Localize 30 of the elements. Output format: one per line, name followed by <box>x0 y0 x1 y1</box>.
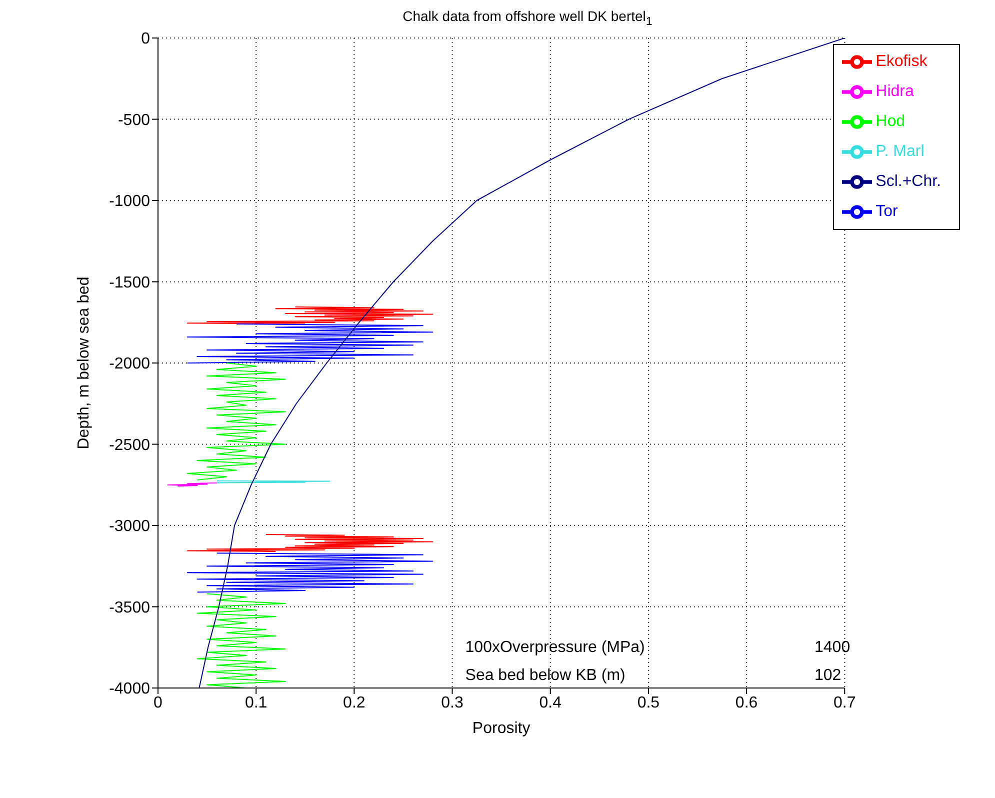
x-tick-label: 0.7 <box>834 694 856 712</box>
x-tick-label: 0.1 <box>244 694 268 712</box>
y-tick-label: -2500 <box>109 436 150 454</box>
y-tick-label: -2000 <box>109 356 150 373</box>
legend-label: Scl.+Chr. <box>876 173 941 190</box>
y-tick-label: -4000 <box>109 680 150 698</box>
annotation: 100xOverpressure (MPa) <box>465 639 646 658</box>
y-tick-label: -1000 <box>109 193 150 210</box>
y-tick-label: -3500 <box>109 599 150 616</box>
y-tick-label: -3000 <box>109 518 150 536</box>
x-tick-label: 0.4 <box>539 694 562 712</box>
annotation: 102 <box>814 667 842 686</box>
x-tick-label: 0.5 <box>637 694 660 712</box>
legend-label: Hidra <box>876 83 914 100</box>
annotation: Sea bed below KB (m) <box>465 667 626 686</box>
annotation: 1400 <box>814 639 852 658</box>
chart-title: Chalk data from offshore well DK bertel$_{1}$ <box>402 8 654 28</box>
x-tick-label: 0.2 <box>343 694 366 712</box>
legend-label: P. Marl <box>876 143 924 160</box>
legend-label: Tor <box>876 203 898 220</box>
legend-label: Ekofisk <box>876 53 928 70</box>
x-axis-title: Porosity <box>472 720 530 737</box>
y-tick-label: 0 <box>141 30 150 48</box>
y-axis-title: Depth, m below sea bed <box>76 276 93 450</box>
x-tick-label: 0 <box>154 694 163 712</box>
y-tick-label: -1500 <box>109 274 150 292</box>
legend-label: Hod <box>876 113 905 130</box>
x-tick-label: 0.3 <box>441 694 464 712</box>
x-tick-label: 0.6 <box>735 694 758 712</box>
y-tick-label: -500 <box>118 112 150 129</box>
